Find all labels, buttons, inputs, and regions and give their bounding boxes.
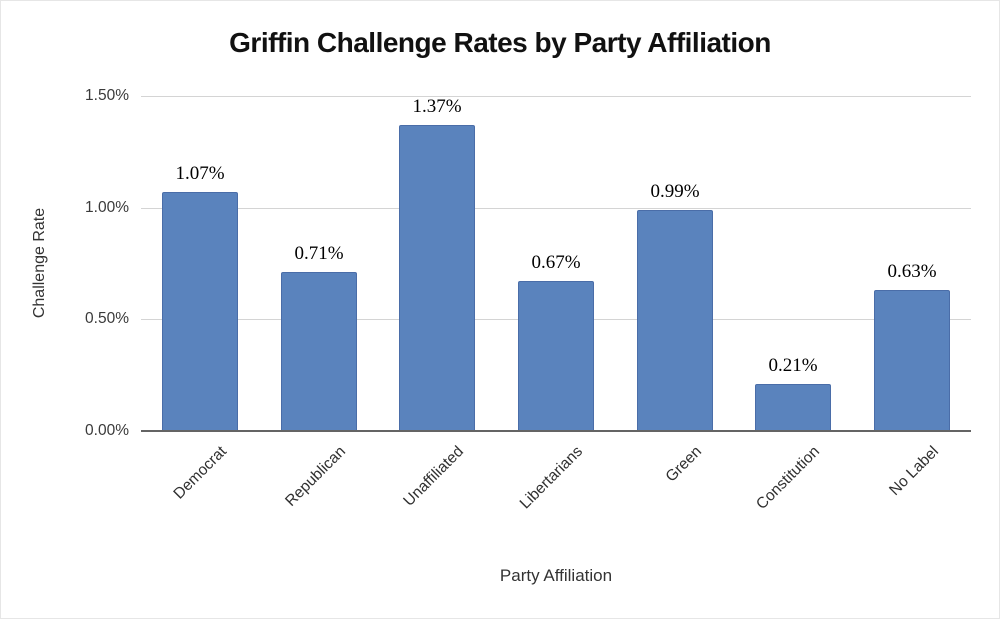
category-label-unaffiliated: Unaffiliated [400, 443, 468, 510]
y-tick-label: 1.50% [85, 87, 129, 104]
bar-constitution [755, 384, 831, 431]
category-label-republican: Republican [282, 443, 350, 510]
category-label-constitution: Constitution [753, 443, 824, 513]
x-axis-title: Party Affiliation [499, 566, 613, 585]
chart-title: Griffin Challenge Rates by Party Affilia… [229, 27, 771, 58]
y-tick-label: 1.00% [85, 199, 129, 216]
x-axis-line [141, 430, 971, 432]
bar-no-label [874, 290, 950, 431]
bar-democrat [162, 192, 238, 431]
category-label-no-label: No Label [886, 443, 943, 499]
gridline [141, 208, 971, 209]
bar-value-label: 0.99% [650, 181, 700, 202]
bar-republican [281, 272, 357, 431]
bar-value-label: 0.71% [294, 243, 344, 264]
gridline [141, 96, 971, 97]
y-tick-label: 0.00% [85, 422, 129, 439]
bar-unaffiliated [399, 125, 475, 431]
category-label-libertarians: Libertarians [516, 443, 587, 513]
bar-value-label: 0.63% [887, 261, 937, 282]
category-label-green: Green [662, 443, 706, 486]
bar-value-label: 1.37% [412, 96, 462, 117]
bar-green [637, 210, 713, 431]
bar-value-label: 0.21% [768, 355, 818, 376]
y-axis-tick-labels: 1.50% 1.00% 0.50% 0.00% [1, 87, 129, 439]
plot-area: 1.07% 0.71% 1.37% 0.67% 0.99% 0.21% 0.63% [141, 96, 971, 432]
y-tick-label: 0.50% [85, 310, 129, 327]
category-label-democrat: Democrat [170, 443, 231, 503]
bar-value-label: 0.67% [531, 252, 581, 273]
bar-libertarians [518, 281, 594, 431]
bar-value-label: 1.07% [175, 163, 225, 184]
